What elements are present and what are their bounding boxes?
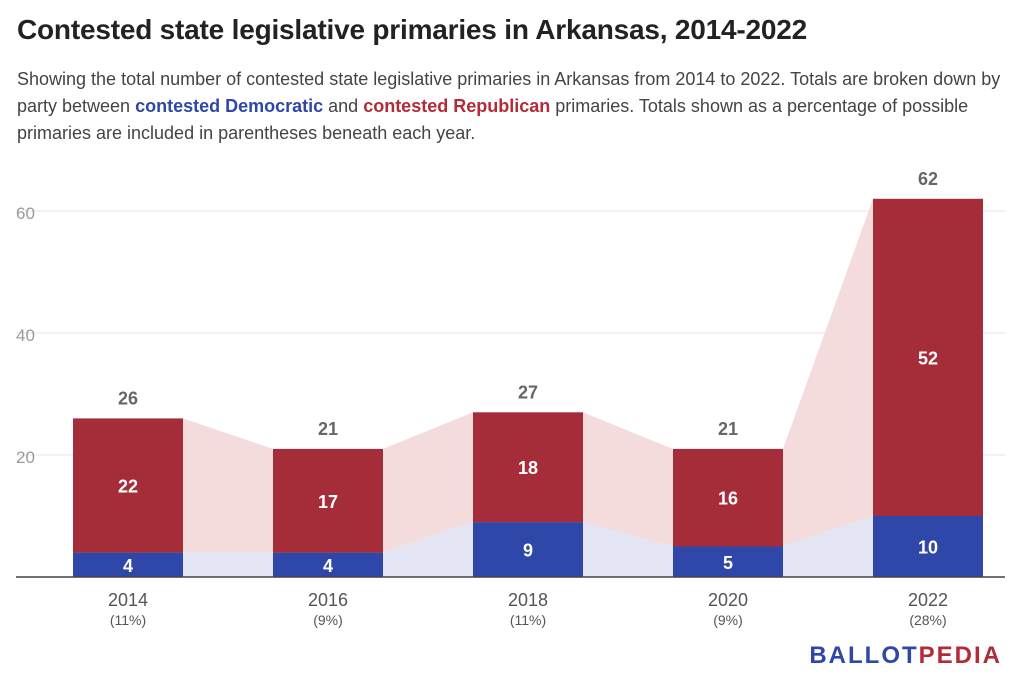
x-tick-sublabel: (11%) [510,612,546,628]
republican-connector-area [783,198,873,547]
bar-democratic [673,546,783,577]
bar-republican [673,448,783,547]
y-tick-label: 40 [16,326,35,345]
data-label-republican: 18 [518,458,538,478]
y-tick-label: 60 [16,204,35,223]
x-tick-sublabel: (9%) [313,612,343,628]
bar-democratic [473,522,583,577]
bar-republican [473,412,583,523]
democratic-connector-area [183,552,273,577]
bar-democratic [873,516,983,577]
data-label-total: 62 [918,169,938,189]
logo-part-2: PEDIA [918,642,1002,669]
data-label-total: 21 [318,419,338,439]
x-tick-label: 2020 [708,590,748,610]
y-tick-label: 20 [16,448,35,467]
subtitle-text-1: Showing the total number of contested st… [17,69,1001,116]
chart-title: Contested state legislative primaries in… [17,14,808,45]
democratic-connector-area [783,516,873,577]
data-label-republican: 22 [118,477,138,497]
democratic-connector-area [383,522,473,577]
x-tick-sublabel: (9%) [713,612,743,628]
bar-republican [873,198,983,517]
bar-republican [273,448,383,553]
republican-connector-area [183,418,273,553]
x-tick-sublabel: (11%) [110,612,146,628]
data-label-democratic: 5 [723,553,733,573]
data-label-total: 26 [118,388,138,408]
data-label-democratic: 4 [323,556,333,576]
logo-part-1: BALLOT [809,642,919,669]
data-label-republican: 16 [718,489,738,509]
ballotpedia-logo: BALLOTPEDIA [809,642,1002,670]
subtitle-republican-label: contested Republican [363,96,551,116]
x-tick-label: 2016 [308,590,348,610]
x-tick-sublabel: (28%) [909,612,946,628]
data-label-republican: 52 [918,348,938,368]
subtitle-text-2: and [323,96,364,116]
subtitle-democratic-label: contested Democratic [135,96,324,116]
bar-democratic [273,552,383,577]
data-label-total: 21 [718,419,738,439]
chart-subtitle: Showing the total number of contested st… [17,66,1007,147]
democratic-connector-area [583,522,673,577]
data-label-democratic: 9 [523,541,533,561]
subtitle-text-3: primaries. Totals shown as a percentage … [17,96,969,143]
x-tick-label: 2018 [508,590,548,610]
data-label-republican: 17 [318,492,338,512]
x-tick-label: 2022 [908,590,948,610]
republican-connector-area [583,412,673,547]
x-tick-label: 2014 [108,590,148,610]
bar-republican [73,418,183,553]
data-label-democratic: 4 [123,556,133,576]
republican-connector-area [383,412,473,553]
data-label-democratic: 10 [918,538,938,558]
bar-democratic [73,552,183,577]
data-label-total: 27 [518,382,538,402]
